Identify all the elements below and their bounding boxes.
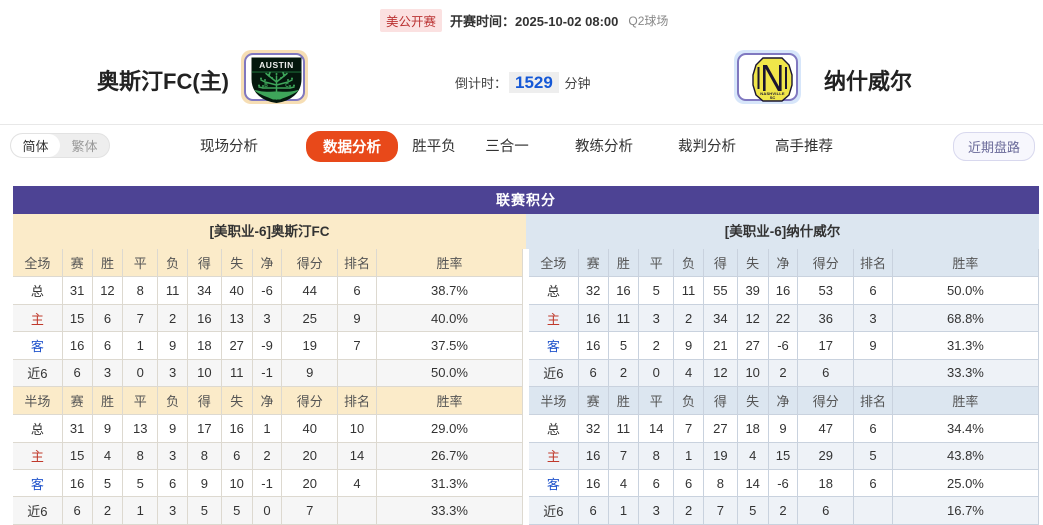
svg-text:B: B xyxy=(264,83,268,89)
svg-text:AUSTIN: AUSTIN xyxy=(259,60,294,70)
svg-text:C: C xyxy=(285,83,289,89)
svg-text:SC: SC xyxy=(770,95,776,100)
